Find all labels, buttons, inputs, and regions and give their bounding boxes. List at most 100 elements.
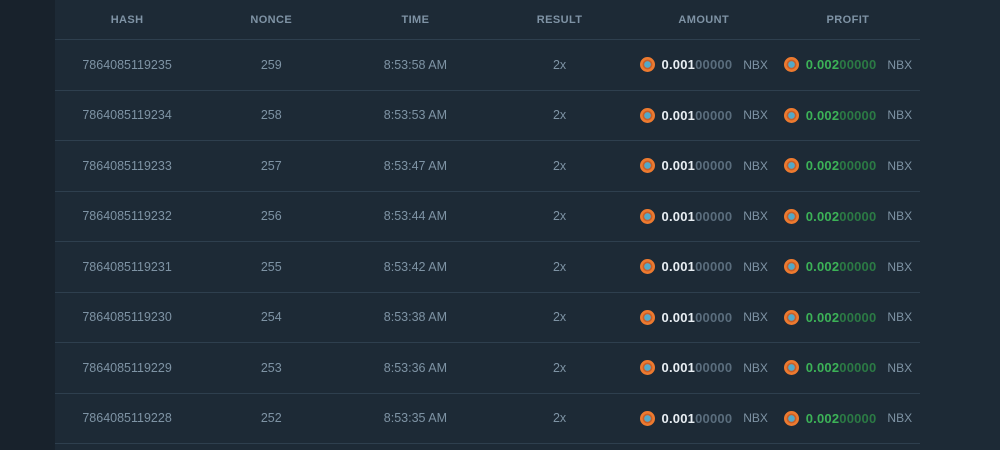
amount-cell: 0.00100000 NBX: [632, 107, 776, 123]
nbx-coin-icon: [639, 360, 655, 376]
nonce-cell: 255: [260, 259, 282, 274]
profit-cell: 0.00200000 NBX: [776, 57, 920, 73]
nbx-coin-icon: [639, 107, 655, 123]
column-header-hash: HASH: [110, 13, 144, 26]
column-header-profit: PROFIT: [826, 13, 870, 26]
result-cell: 2x: [552, 158, 567, 173]
time-cell: 8:53:53 AM: [383, 108, 448, 123]
nbx-coin-icon: [783, 57, 799, 73]
nonce-cell: 253: [260, 360, 282, 375]
hash-cell: 7864085119233: [82, 158, 172, 173]
currency-label: NBX: [887, 108, 913, 123]
bet-history-table: HASH NONCE TIME RESULT AMOUNT PROFIT 786…: [55, 0, 1000, 450]
profit-value: 0.00200000: [805, 107, 877, 123]
currency-label: NBX: [743, 360, 768, 375]
column-header-nonce: NONCE: [250, 13, 293, 26]
table-row[interactable]: 7864085119233 257 8:53:47 AM 2x 0.001000…: [55, 141, 920, 192]
profit-cell: 0.00200000 NBX: [776, 107, 920, 123]
hash-cell: 7864085119232: [82, 209, 172, 224]
result-cell: 2x: [552, 411, 567, 426]
table-row[interactable]: 7864085119230 254 8:53:38 AM 2x 0.001000…: [55, 293, 920, 343]
amount-value: 0.00100000: [661, 259, 733, 275]
currency-label: NBX: [887, 310, 913, 325]
currency-label: NBX: [743, 57, 768, 72]
nbx-coin-icon: [783, 410, 799, 426]
amount-value: 0.00100000: [661, 107, 733, 123]
currency-label: NBX: [743, 411, 768, 426]
amount-cell: 0.00100000 NBX: [632, 57, 776, 73]
table-row[interactable]: 7864085119231 255 8:53:42 AM 2x 0.001000…: [55, 242, 920, 293]
profit-value: 0.00200000: [805, 360, 877, 376]
hash-cell: 7864085119228: [82, 411, 172, 426]
amount-cell: 0.00100000 NBX: [632, 208, 776, 224]
profit-cell: 0.00200000 NBX: [776, 259, 920, 275]
hash-cell: 7864085119230: [82, 310, 172, 325]
profit-cell: 0.00200000 NBX: [776, 360, 920, 376]
nbx-coin-icon: [783, 309, 799, 325]
nbx-coin-icon: [639, 309, 655, 325]
currency-label: NBX: [743, 158, 768, 173]
profit-value: 0.00200000: [805, 158, 877, 174]
amount-cell: 0.00100000 NBX: [632, 360, 776, 376]
currency-label: NBX: [743, 259, 768, 274]
result-cell: 2x: [552, 108, 567, 123]
result-cell: 2x: [552, 360, 567, 375]
currency-label: NBX: [887, 158, 913, 173]
amount-value: 0.00100000: [661, 57, 733, 73]
amount-cell: 0.00100000 NBX: [632, 410, 776, 426]
nbx-coin-icon: [783, 259, 799, 275]
amount-cell: 0.00100000 NBX: [632, 309, 776, 325]
nbx-coin-icon: [639, 259, 655, 275]
currency-label: NBX: [887, 360, 913, 375]
nbx-coin-icon: [783, 208, 799, 224]
nbx-coin-icon: [639, 208, 655, 224]
nonce-cell: 256: [260, 209, 282, 224]
profit-cell: 0.00200000 NBX: [776, 208, 920, 224]
time-cell: 8:53:38 AM: [383, 310, 448, 325]
currency-label: NBX: [743, 209, 768, 224]
table-header: HASH NONCE TIME RESULT AMOUNT PROFIT: [55, 0, 920, 40]
column-header-result: RESULT: [536, 13, 583, 26]
table-row[interactable]: 7864085119235 259 8:53:58 AM 2x 0.001000…: [55, 40, 920, 91]
nonce-cell: 252: [260, 411, 282, 426]
profit-value: 0.00200000: [805, 410, 877, 426]
hash-cell: 7864085119229: [82, 360, 172, 375]
currency-label: NBX: [887, 57, 913, 72]
nonce-cell: 259: [260, 57, 282, 72]
hash-cell: 7864085119235: [82, 57, 172, 72]
nbx-coin-icon: [783, 107, 799, 123]
amount-value: 0.00100000: [661, 309, 733, 325]
currency-label: NBX: [743, 310, 768, 325]
profit-cell: 0.00200000 NBX: [776, 158, 920, 174]
time-cell: 8:53:42 AM: [383, 259, 448, 274]
table-row[interactable]: 7864085119232 256 8:53:44 AM 2x 0.001000…: [55, 192, 920, 242]
time-cell: 8:53:47 AM: [383, 158, 448, 173]
time-cell: 8:53:58 AM: [383, 57, 448, 72]
nbx-coin-icon: [783, 158, 799, 174]
profit-value: 0.00200000: [805, 309, 877, 325]
nbx-coin-icon: [639, 57, 655, 73]
time-cell: 8:53:35 AM: [383, 411, 448, 426]
profit-value: 0.00200000: [805, 57, 877, 73]
hash-cell: 7864085119231: [82, 259, 172, 274]
time-cell: 8:53:36 AM: [383, 360, 448, 375]
table-row[interactable]: 7864085119229 253 8:53:36 AM 2x 0.001000…: [55, 343, 920, 394]
nonce-cell: 254: [260, 310, 282, 325]
nbx-coin-icon: [783, 360, 799, 376]
table-row[interactable]: 7864085119228 252 8:53:35 AM 2x 0.001000…: [55, 394, 920, 444]
amount-value: 0.00100000: [661, 208, 733, 224]
table-row[interactable]: 7864085119234 258 8:53:53 AM 2x 0.001000…: [55, 91, 920, 141]
profit-cell: 0.00200000 NBX: [776, 309, 920, 325]
amount-value: 0.00100000: [661, 410, 733, 426]
result-cell: 2x: [552, 57, 567, 72]
profit-value: 0.00200000: [805, 259, 877, 275]
currency-label: NBX: [887, 259, 913, 274]
amount-value: 0.00100000: [661, 360, 733, 376]
result-cell: 2x: [552, 310, 567, 325]
table-body: 7864085119235 259 8:53:58 AM 2x 0.001000…: [55, 40, 1000, 444]
profit-cell: 0.00200000 NBX: [776, 410, 920, 426]
column-header-amount: AMOUNT: [678, 13, 730, 26]
currency-label: NBX: [887, 411, 913, 426]
amount-cell: 0.00100000 NBX: [632, 158, 776, 174]
result-cell: 2x: [552, 259, 567, 274]
